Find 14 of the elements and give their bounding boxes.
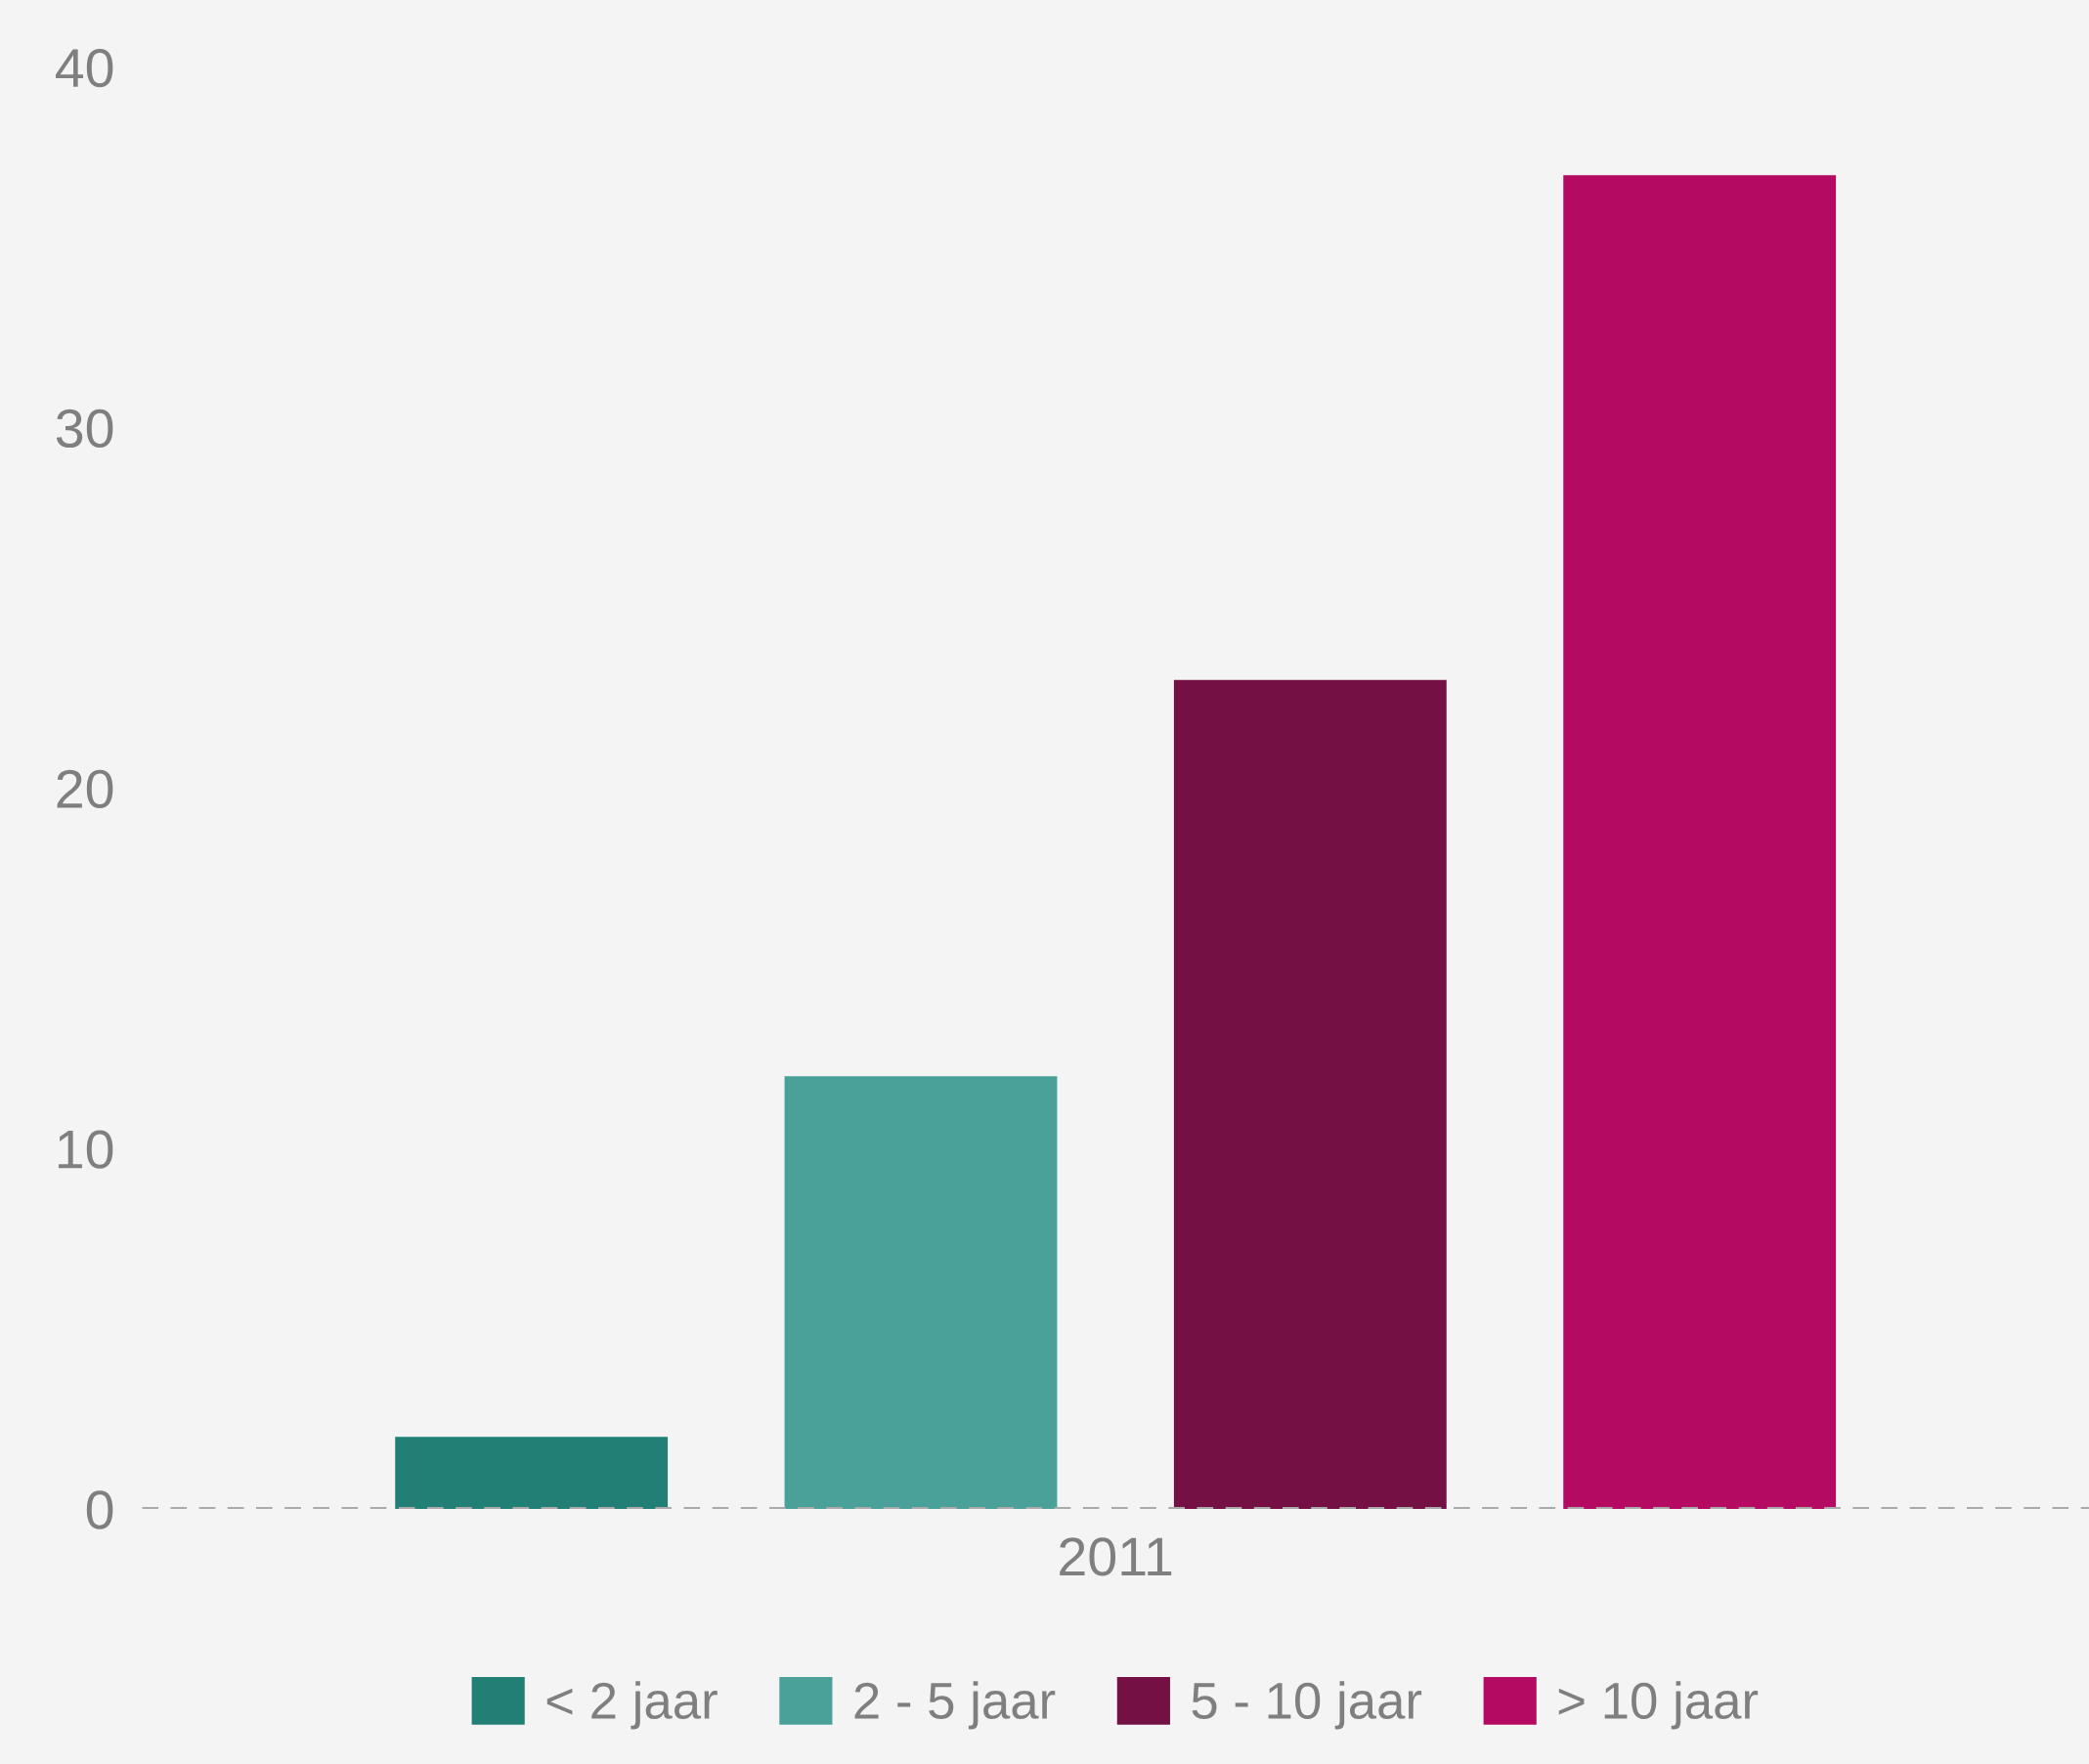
legend-label: < 2 jaar <box>546 1681 718 1730</box>
bar <box>1173 679 1447 1509</box>
x-tick-label: 2011 <box>1060 1537 1172 1576</box>
y-tick-label: 10 <box>58 1130 113 1169</box>
y-tick-label: 0 <box>86 1490 113 1529</box>
y-tick-label: 20 <box>57 769 113 808</box>
y-tick-label: 40 <box>56 48 113 88</box>
y-tick-label: 30 <box>56 409 113 449</box>
legend-label: 5 - 10 jaar <box>1192 1681 1422 1730</box>
bar <box>1563 175 1837 1509</box>
bar <box>395 1437 669 1509</box>
bar <box>784 1076 1058 1509</box>
legend-label: 2 - 5 jaar <box>854 1681 1056 1730</box>
legend-label: > 10 jaar <box>1558 1681 1759 1730</box>
